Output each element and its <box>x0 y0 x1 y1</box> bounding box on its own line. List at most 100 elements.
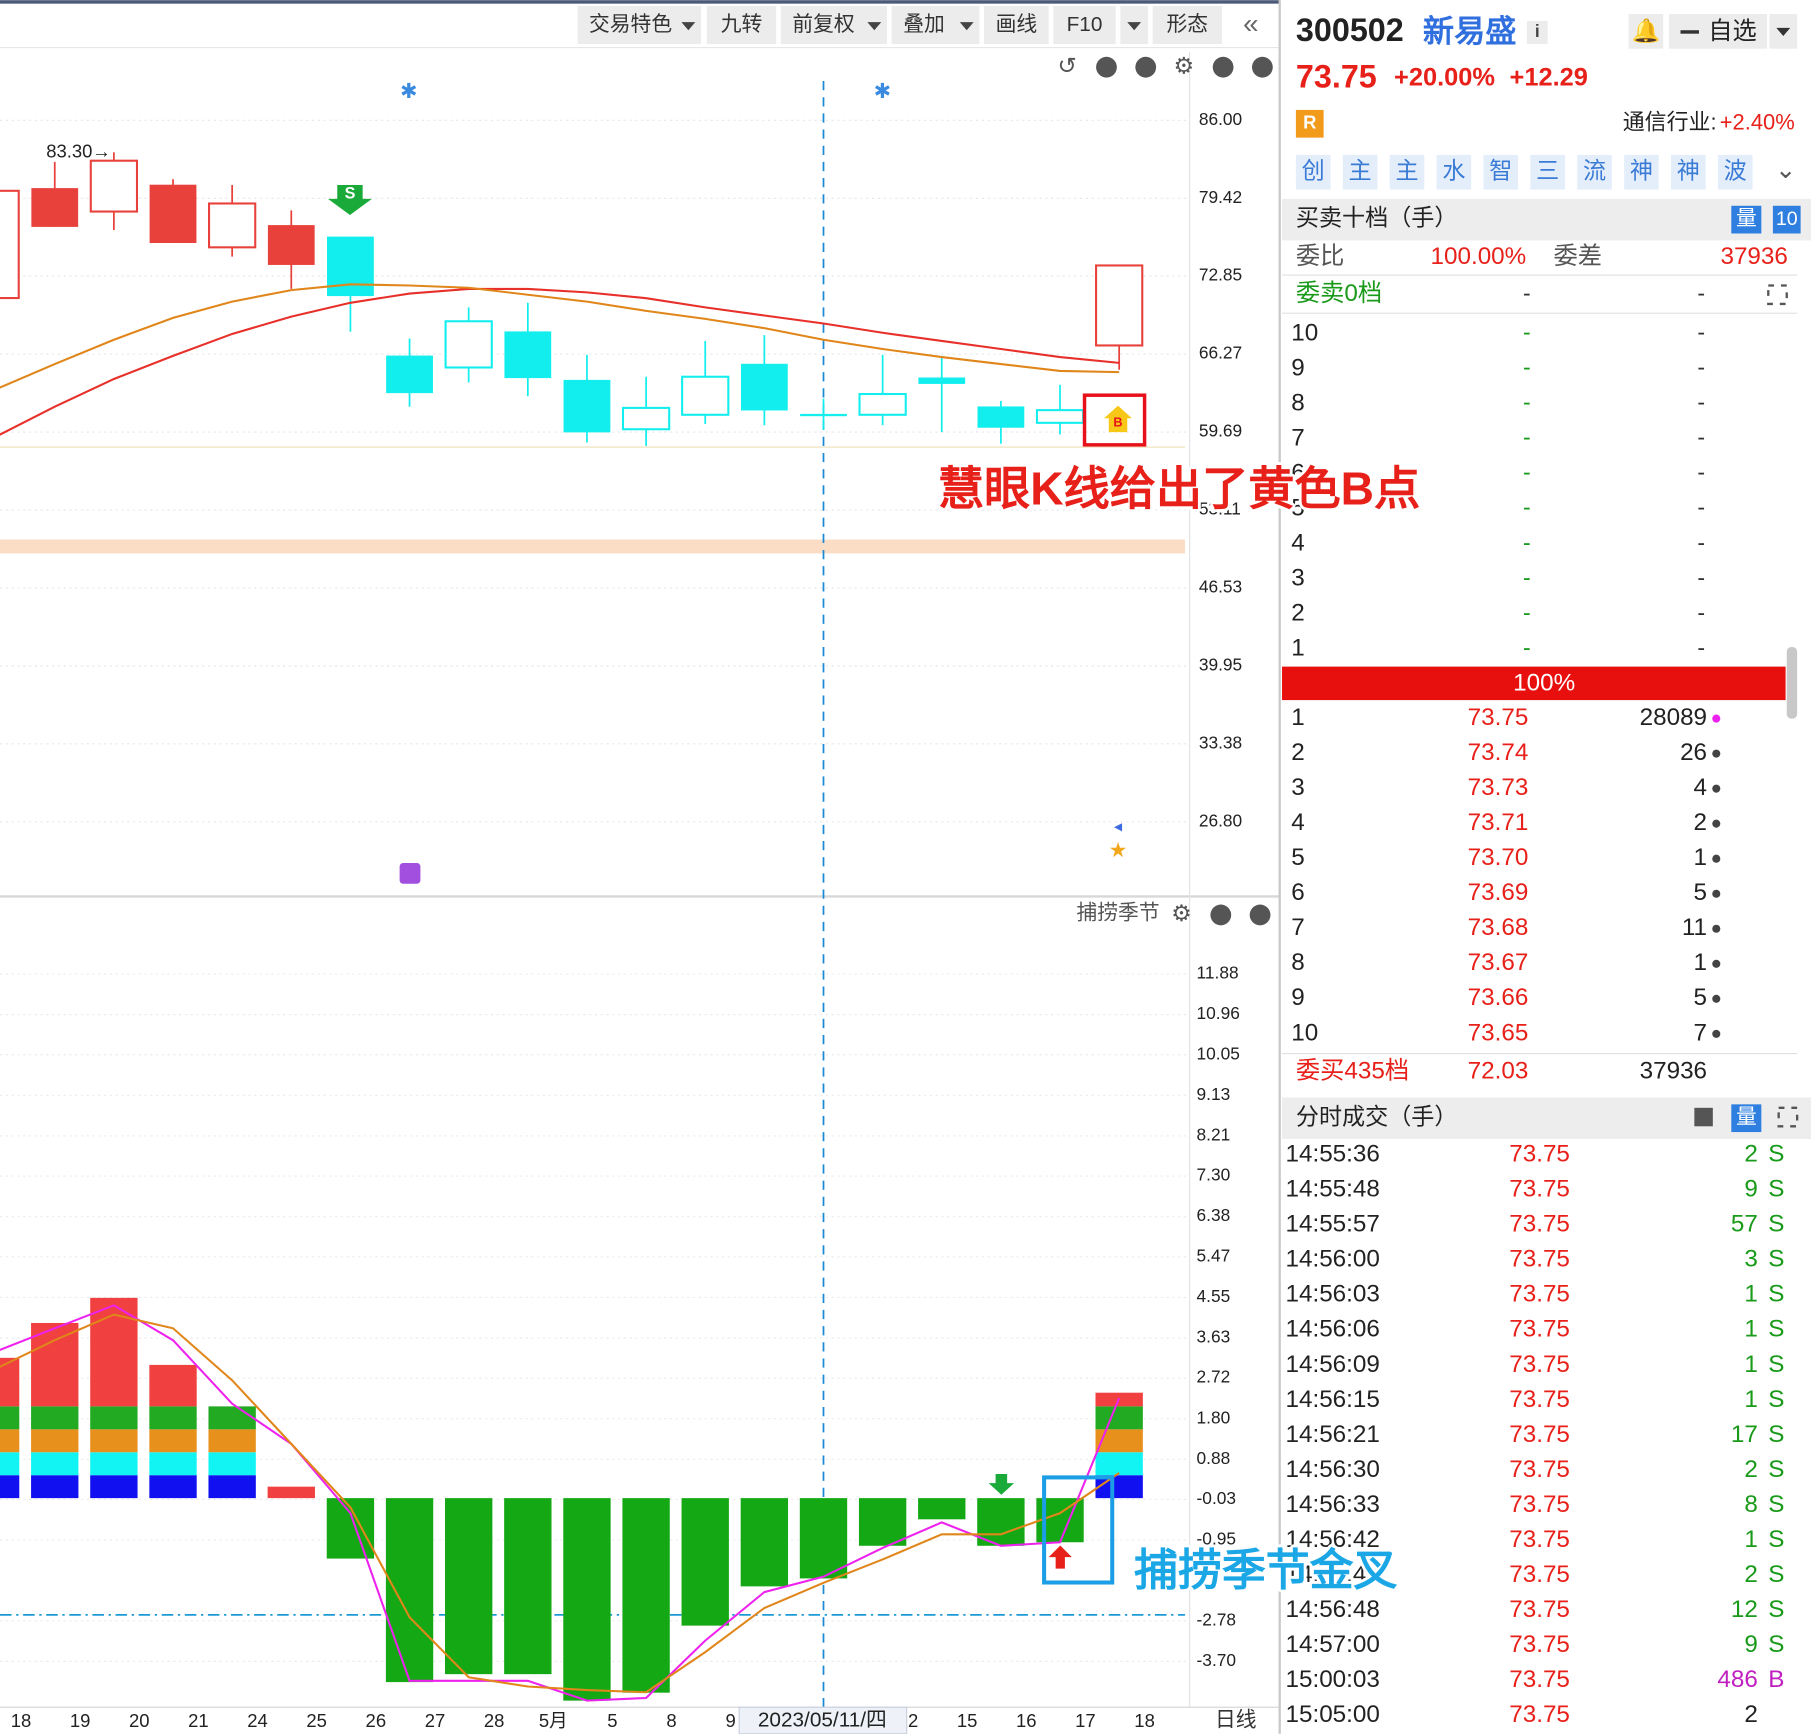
zoom-in-icon[interactable] <box>1096 56 1117 78</box>
close-icon[interactable] <box>1251 56 1273 78</box>
buy-price: 73.71 <box>1468 809 1529 836</box>
tab-box[interactable] <box>1389 154 1425 190</box>
tab-label: 流 <box>1583 157 1606 183</box>
trade-price: 73.75 <box>1509 1456 1570 1483</box>
toolbar-button[interactable] <box>984 5 1049 45</box>
y-tick-label: -2.78 <box>1197 1609 1236 1629</box>
candle-body <box>918 377 966 384</box>
sell-signal: S <box>328 184 372 216</box>
volume-dot <box>1712 959 1721 968</box>
zoom-out-icon[interactable] <box>1135 56 1157 78</box>
tab-label: 主 <box>1349 157 1372 183</box>
bar-segment <box>385 1498 434 1683</box>
tab-label: 水 <box>1442 157 1465 183</box>
event-icon[interactable] <box>399 862 421 884</box>
tab-box[interactable] <box>1342 154 1378 190</box>
watch-label[interactable]: 自选 <box>1708 18 1757 45</box>
candle-body <box>386 355 433 394</box>
trade-side: S <box>1768 1246 1784 1273</box>
trade-price: 73.75 <box>1509 1491 1570 1518</box>
trade-side: S <box>1768 1281 1784 1308</box>
help-icon[interactable] <box>1212 56 1234 78</box>
trade-volume: 2 <box>1744 1456 1758 1483</box>
tab-box[interactable] <box>1717 154 1753 190</box>
period-label[interactable]: 日线 <box>1215 1709 1257 1732</box>
trade-price: 73.75 <box>1509 1281 1570 1308</box>
trade-price: 73.75 <box>1509 1666 1570 1693</box>
settings-icon[interactable]: ⚙ <box>1173 52 1194 78</box>
trade-side: S <box>1768 1211 1784 1238</box>
bar-segment <box>208 1429 256 1453</box>
trade-price: 73.75 <box>1509 1386 1570 1413</box>
buy-volume: 1 <box>1694 949 1708 976</box>
collapse-icon[interactable]: « <box>1243 8 1258 39</box>
fullscreen-icon[interactable] <box>1767 284 1788 306</box>
tab-box[interactable] <box>1624 154 1659 190</box>
toolbar-button[interactable] <box>780 5 888 45</box>
section-title: 买卖十档（手） <box>1296 205 1458 231</box>
trade-time: 14:56:09 <box>1285 1351 1379 1378</box>
info-icon: i <box>1535 21 1540 41</box>
trade-volume: 9 <box>1744 1631 1758 1658</box>
toolbar-button[interactable] <box>1152 5 1222 45</box>
trade-volume: 486 <box>1717 1666 1757 1693</box>
badge-box[interactable] <box>1731 1104 1762 1133</box>
bar-segment <box>31 1429 79 1453</box>
expand-icon[interactable]: ⌄ <box>1775 156 1796 184</box>
y-tick-label: 5.47 <box>1197 1245 1231 1265</box>
buy-price: 73.73 <box>1468 774 1529 801</box>
tab-box[interactable] <box>1436 154 1472 190</box>
toolbar-button[interactable] <box>706 5 777 45</box>
trade-volume: 17 <box>1731 1421 1758 1448</box>
x-tick-label: 24 <box>247 1710 268 1731</box>
last-price: 73.75 <box>1296 58 1377 94</box>
trade-time: 15:05:00 <box>1285 1701 1379 1728</box>
bell-button[interactable] <box>1628 14 1664 49</box>
help-icon[interactable] <box>1210 904 1232 926</box>
settings-icon[interactable]: ⚙ <box>1171 900 1192 926</box>
x-tick-label: 5月 <box>539 1710 568 1731</box>
tab-label: 创 <box>1302 157 1325 183</box>
y-tick-label: 59.69 <box>1199 421 1242 441</box>
bar-segment <box>208 1452 256 1476</box>
x-tick-label: 27 <box>425 1710 446 1731</box>
buy-level: 5 <box>1291 844 1305 871</box>
trade-side: S <box>1768 1141 1784 1168</box>
buy-level: 4 <box>1291 809 1305 836</box>
level-band <box>0 539 1186 554</box>
toolbar-button[interactable] <box>1053 5 1116 45</box>
trade-time: 14:56:42 <box>1285 1526 1379 1553</box>
lock-icon[interactable] <box>1694 1107 1713 1127</box>
badge-box[interactable] <box>1772 205 1801 234</box>
toolbar-label: 画线 <box>996 13 1038 36</box>
diff: 37936 <box>1720 243 1787 270</box>
tab-box[interactable] <box>1530 154 1565 190</box>
bar-segment <box>0 1452 20 1476</box>
buy-level: 1 <box>1291 704 1305 731</box>
x-tick-label: 15 <box>957 1710 978 1731</box>
trade-side: S <box>1768 1176 1784 1203</box>
fullscreen-icon[interactable] <box>1777 1106 1799 1128</box>
trade-price: 73.75 <box>1509 1246 1570 1273</box>
bar-segment <box>0 1429 20 1453</box>
trade-time: 14:56:15 <box>1285 1386 1379 1413</box>
bar-segment <box>0 1357 20 1407</box>
trade-time: 14:55:48 <box>1285 1176 1379 1203</box>
trade-volume: 1 <box>1744 1351 1758 1378</box>
refresh-icon[interactable]: ↺ <box>1058 52 1077 78</box>
close-icon[interactable] <box>1249 904 1271 926</box>
tab-box[interactable] <box>1295 154 1331 190</box>
toolbar-button[interactable] <box>577 5 702 45</box>
tab-box[interactable] <box>1577 154 1612 190</box>
buy-price: 73.74 <box>1468 739 1529 766</box>
tab-box[interactable] <box>1671 154 1706 190</box>
trade-volume: 57 <box>1731 1211 1758 1238</box>
tab-box[interactable] <box>1483 154 1519 190</box>
stock-code: 300502 <box>1296 12 1404 48</box>
scrollbar[interactable] <box>1786 646 1798 719</box>
trade-price: 73.75 <box>1509 1141 1570 1168</box>
badge-box[interactable] <box>1731 205 1762 234</box>
bar-segment <box>267 1486 315 1499</box>
